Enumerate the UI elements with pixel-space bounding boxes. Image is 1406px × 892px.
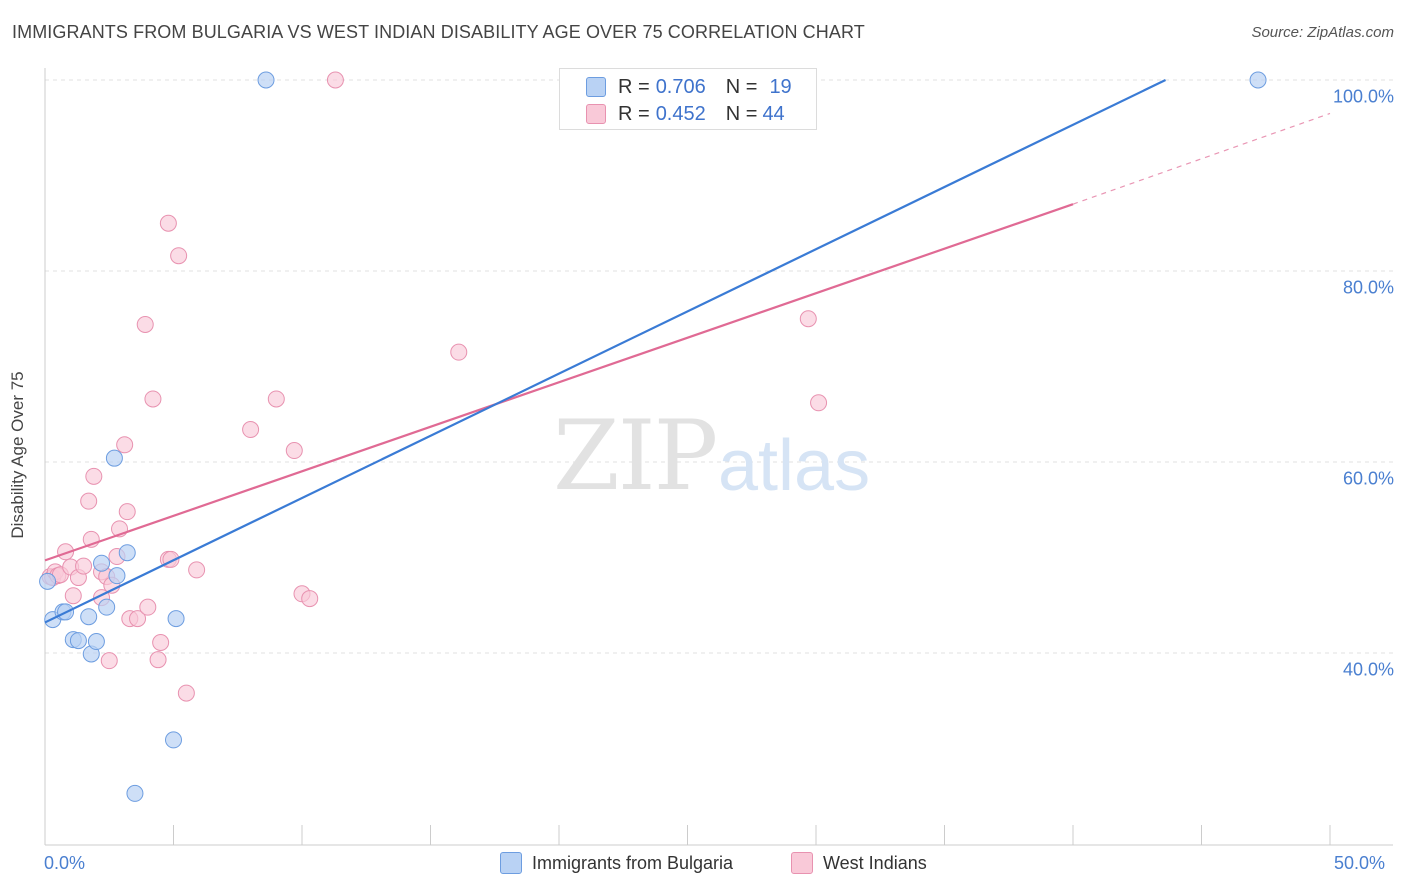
data-point-west-indians <box>285 442 303 460</box>
legend-r-value: 0.706 <box>655 75 706 98</box>
data-point-west-indians <box>242 421 260 439</box>
legend-n-value: 44 <box>762 102 785 125</box>
legend-n-label: N = <box>725 75 758 98</box>
data-point-west-indians <box>326 71 344 89</box>
data-point-bulgaria <box>1249 71 1267 89</box>
trendline-west-indians <box>44 203 1074 562</box>
bottom-legend-label: West Indians <box>823 852 927 873</box>
trendline-bulgaria <box>44 79 1166 624</box>
y-tick-label-100: 100.0% <box>1332 86 1394 107</box>
y-tick-label-60: 60.0% <box>1342 468 1394 489</box>
data-point-west-indians <box>149 651 167 669</box>
legend-r-label: R = <box>618 75 650 98</box>
data-point-west-indians <box>188 561 206 579</box>
bottom-legend-swatch-pink <box>791 852 813 874</box>
data-point-bulgaria <box>80 608 98 626</box>
data-point-bulgaria <box>257 71 275 89</box>
data-point-west-indians <box>152 633 170 651</box>
legend-swatch-blue <box>586 77 606 97</box>
data-point-bulgaria <box>87 633 105 651</box>
data-point-west-indians <box>129 610 147 628</box>
data-point-west-indians <box>450 343 468 361</box>
data-point-west-indians <box>118 503 136 521</box>
bottom-legend-bulgaria: Immigrants from Bulgaria <box>500 852 733 874</box>
legend-row-bulgaria: R = 0.706 N = 19 <box>586 75 792 99</box>
bottom-legend-swatch-blue <box>500 852 522 874</box>
bottom-legend-west-indians: West Indians <box>791 852 927 874</box>
chart-title: IMMIGRANTS FROM BULGARIA VS WEST INDIAN … <box>12 22 865 42</box>
data-point-west-indians <box>139 598 157 616</box>
data-point-west-indians <box>85 467 103 485</box>
data-point-west-indians <box>64 587 82 605</box>
data-point-west-indians <box>799 310 817 328</box>
data-point-west-indians <box>177 684 195 702</box>
legend-row-west-indians: R = 0.452 N = 44 <box>586 102 785 126</box>
y-tick-label-80: 80.0% <box>1342 277 1394 298</box>
data-point-west-indians <box>301 590 319 608</box>
data-point-bulgaria <box>167 610 185 628</box>
data-point-west-indians <box>136 315 154 333</box>
data-point-west-indians <box>100 652 118 670</box>
watermark-atlas: atlas <box>718 426 871 506</box>
legend-swatch-pink <box>586 104 606 124</box>
legend-n-value: 19 <box>769 75 792 98</box>
data-point-west-indians <box>75 557 93 575</box>
data-point-bulgaria <box>105 449 123 467</box>
data-point-bulgaria <box>39 572 57 590</box>
data-point-west-indians <box>80 492 98 510</box>
data-point-west-indians <box>116 436 134 454</box>
data-point-west-indians <box>144 390 162 408</box>
data-point-bulgaria <box>108 567 126 585</box>
data-point-bulgaria <box>118 544 136 562</box>
legend-r-value: 0.452 <box>655 102 706 125</box>
data-point-west-indians <box>170 247 188 265</box>
data-point-bulgaria <box>69 632 87 650</box>
data-point-bulgaria <box>165 731 182 749</box>
x-tick-label-max: 50.0% <box>1334 853 1386 873</box>
bottom-legend-label: Immigrants from Bulgaria <box>532 852 734 873</box>
data-point-west-indians <box>810 394 828 412</box>
x-tick-label-min: 0.0% <box>44 853 86 873</box>
stats-legend: R = 0.706 N = 19 R = 0.452 N = 44 <box>559 68 817 130</box>
data-point-bulgaria <box>93 554 111 572</box>
legend-r-label: R = <box>618 102 650 125</box>
data-point-west-indians <box>267 390 285 408</box>
data-point-west-indians <box>159 214 177 232</box>
data-point-bulgaria <box>98 598 116 616</box>
legend-n-label: N = <box>725 102 758 125</box>
watermark-zip: ZIP <box>553 400 718 512</box>
y-tick-label-40: 40.0% <box>1342 659 1394 680</box>
data-point-bulgaria <box>126 784 144 802</box>
trendline-west-indians-extension <box>1072 112 1331 205</box>
chart-source: Source: ZipAtlas.com <box>1251 24 1394 41</box>
